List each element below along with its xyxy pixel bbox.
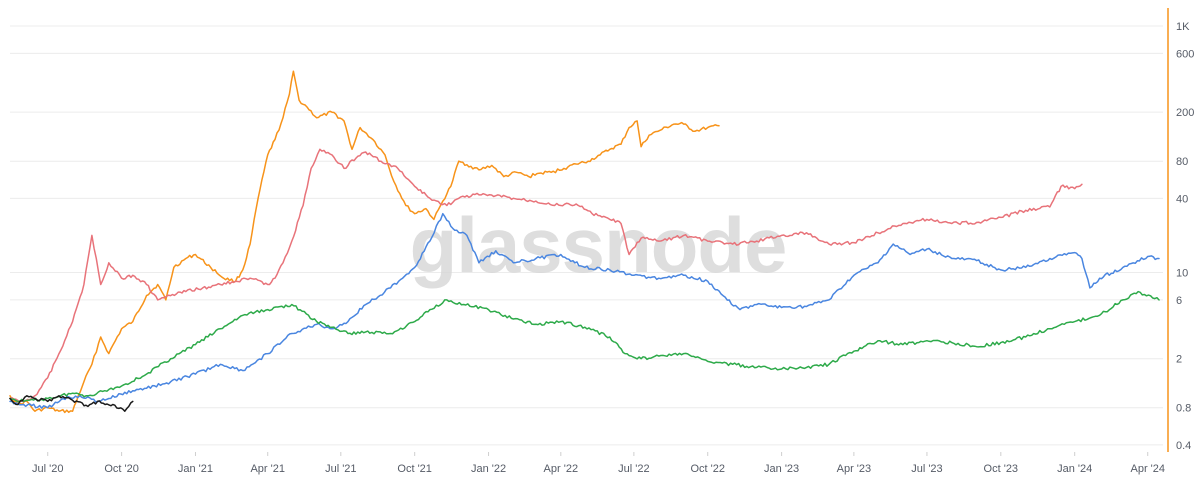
x-axis: Jul '20 Oct '20 Jan '21 Apr '21 Jul '21 Oct '… [32, 452, 1165, 475]
series-line-orange [9, 70, 720, 414]
y-tick-label: 10 [1176, 268, 1188, 280]
y-tick-label: 6 [1176, 295, 1182, 307]
y-tick-label: 2 [1176, 354, 1182, 366]
x-tick-label: Apr '21 [250, 463, 285, 475]
x-tick-label: Oct '22 [690, 463, 725, 475]
x-tick-label: Jul '23 [911, 463, 942, 475]
x-tick-label: Apr '24 [1130, 463, 1165, 475]
x-tick-label: Oct '21 [397, 463, 432, 475]
x-tick-label: Oct '23 [984, 463, 1019, 475]
y-tick-label: 200 [1176, 107, 1194, 119]
y-tick-label: 0.8 [1176, 403, 1191, 415]
x-tick-label: Jan '24 [1057, 463, 1092, 475]
x-tick-label: Apr '22 [544, 463, 579, 475]
y-tick-label: 0.4 [1176, 440, 1191, 452]
series-line-blue [9, 212, 1160, 409]
x-tick-label: Jul '21 [325, 463, 356, 475]
series-group [9, 70, 1160, 414]
series-line-red [9, 148, 1083, 403]
x-tick-label: Jan '22 [471, 463, 506, 475]
grid-lines [10, 25, 1163, 446]
y-tick-label: 80 [1176, 156, 1188, 168]
x-tick-label: Jan '21 [178, 463, 213, 475]
y-tick-label: 1K [1176, 21, 1190, 33]
x-tick-label: Jan '23 [764, 463, 799, 475]
x-tick-label: Jul '22 [618, 463, 649, 475]
x-tick-label: Jul '20 [32, 463, 63, 475]
x-tick-label: Oct '20 [104, 463, 139, 475]
y-axis: 0.4 0.8 2 6 10 40 80 200 600 1K [1176, 21, 1194, 452]
watermark-text: glassnode [410, 201, 787, 289]
x-tick-label: Apr '23 [837, 463, 872, 475]
series-line-black [9, 395, 134, 412]
series-line-green [9, 290, 1160, 403]
y-tick-label: 600 [1176, 48, 1194, 60]
y-tick-label: 40 [1176, 193, 1188, 205]
